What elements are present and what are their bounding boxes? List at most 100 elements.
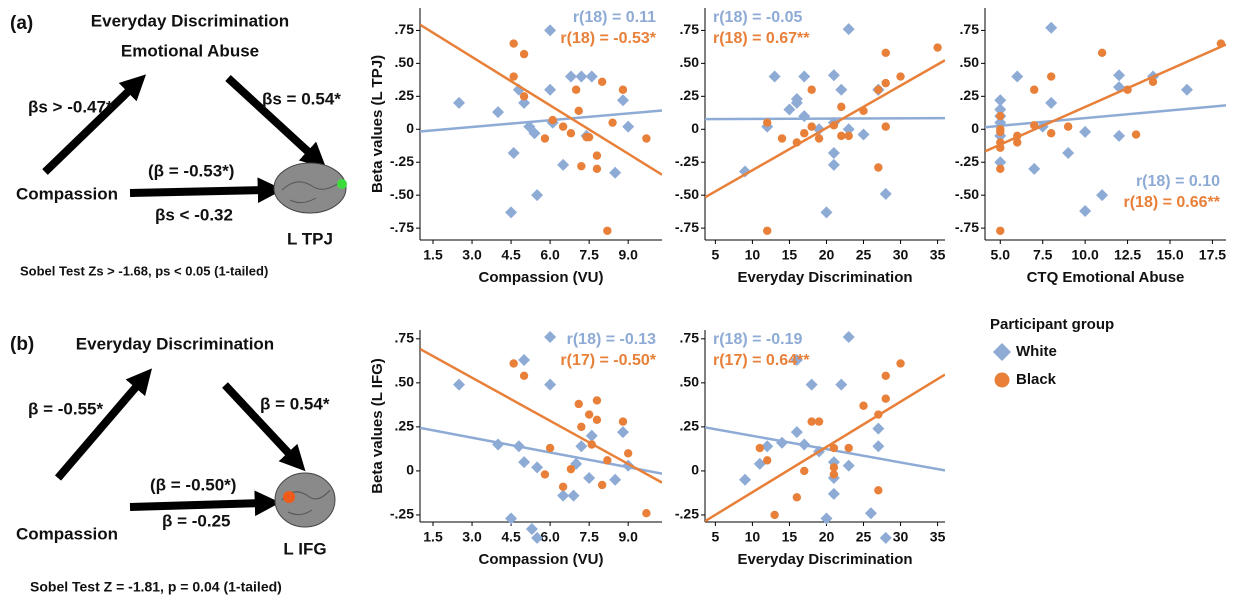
point: [548, 115, 557, 125]
x-tick-label: 35: [930, 529, 946, 545]
y-axis-label: Beta values (L TPJ): [369, 55, 386, 193]
point: [777, 134, 787, 143]
point: [835, 378, 848, 391]
point: [509, 359, 518, 368]
point: [792, 493, 802, 502]
point: [566, 464, 576, 474]
x-axis-label: Compassion (VU): [478, 269, 603, 286]
point: [597, 480, 607, 490]
y-tick-label: -.25: [390, 506, 414, 522]
fit-line: [985, 43, 1226, 153]
point: [790, 426, 803, 439]
y-tick-label: -.25: [390, 153, 414, 169]
point: [1079, 125, 1092, 138]
point: [798, 110, 811, 123]
predictor: Compassion: [16, 184, 118, 203]
point: [842, 23, 855, 36]
point: [1079, 205, 1092, 217]
roi: [337, 179, 347, 189]
point: [585, 70, 598, 83]
point: [642, 508, 651, 518]
point: [566, 129, 576, 138]
point: [827, 147, 840, 159]
x-tick-label: 3.0: [462, 247, 482, 263]
point: [739, 165, 751, 178]
point: [1113, 69, 1126, 82]
point: [881, 371, 890, 380]
x-tick-label: 20: [819, 529, 835, 545]
x-axis-label: Everyday Discrimination: [737, 269, 912, 286]
point: [519, 371, 529, 380]
x-tick-label: 15: [782, 529, 798, 545]
point: [857, 128, 870, 141]
point: [864, 507, 877, 520]
y-tick-label: .25: [680, 418, 700, 434]
point: [509, 39, 518, 48]
y-tick-label: .25: [395, 418, 415, 434]
point: [509, 72, 518, 81]
mediation-a: (a) Everyday Discrimination Emotional Ab…: [10, 11, 347, 278]
direct-effect: βs < -0.32: [155, 205, 233, 224]
point: [592, 415, 602, 425]
point: [829, 443, 839, 453]
mediator: Everyday Discrimination: [91, 11, 289, 30]
point: [583, 471, 596, 484]
scatter-panel: -.75 -.50 -.25 0 .25 .50 .75 1.5 3.0 4.5 6.0 7.5 9.0…: [369, 8, 662, 286]
point: [763, 226, 772, 235]
x-tick-label: 4.5: [501, 529, 521, 545]
point: [558, 122, 568, 131]
point: [814, 417, 824, 426]
y-tick-label: .75: [395, 21, 415, 37]
x-tick-label: 7.5: [579, 529, 599, 545]
point: [872, 440, 885, 453]
x-tick-label: 1.5: [423, 529, 443, 545]
x-axis-label: Everyday Discrimination: [737, 551, 912, 568]
point: [837, 131, 846, 141]
panel-label: (a): [10, 13, 33, 34]
y-tick-label: .75: [960, 21, 980, 37]
point: [1046, 72, 1056, 81]
point: [844, 443, 853, 453]
point: [763, 456, 772, 465]
point: [519, 92, 529, 101]
point: [874, 486, 883, 495]
total-effect: (β = -0.53*): [148, 161, 234, 180]
point: [544, 83, 557, 96]
point: [872, 422, 885, 435]
point: [813, 123, 826, 136]
x-tick-label: 7.5: [1033, 247, 1053, 263]
point: [805, 378, 818, 391]
stat-annotation: r(17) = 0.64**: [713, 352, 810, 369]
point: [783, 103, 796, 116]
point: [800, 466, 809, 476]
point: [896, 72, 905, 81]
y-tick-label: .75: [680, 21, 700, 37]
y-tick-label: .25: [395, 87, 415, 103]
y-tick-label: .25: [680, 87, 700, 103]
x-tick-label: 5.0: [991, 247, 1011, 263]
y-tick-label: -.25: [675, 506, 699, 522]
legend-swatch: [993, 343, 1011, 361]
point: [1045, 96, 1058, 109]
stat-annotation: r(18) = -0.53*: [560, 30, 656, 47]
point: [790, 96, 803, 109]
point: [881, 394, 890, 403]
fit-line: [705, 59, 945, 199]
point: [609, 473, 622, 486]
sobel: Sobel Test Z = -1.81, p = 0.04 (1-tailed…: [30, 579, 282, 595]
point: [1180, 83, 1193, 96]
point: [531, 461, 544, 474]
stat-annotation: r(17) = -0.50*: [560, 352, 656, 369]
point: [507, 147, 520, 159]
point: [1097, 48, 1107, 58]
point: [453, 378, 466, 391]
path-b: β = 0.54*: [260, 394, 330, 413]
x-tick-label: 4.5: [501, 247, 521, 263]
point: [1046, 129, 1056, 138]
point: [996, 164, 1005, 174]
x-axis-label: CTQ Emotional Abuse: [1027, 269, 1185, 286]
y-tick-label: -.50: [675, 186, 699, 202]
point: [558, 482, 568, 491]
point: [859, 401, 868, 410]
arrow: [129, 177, 284, 204]
